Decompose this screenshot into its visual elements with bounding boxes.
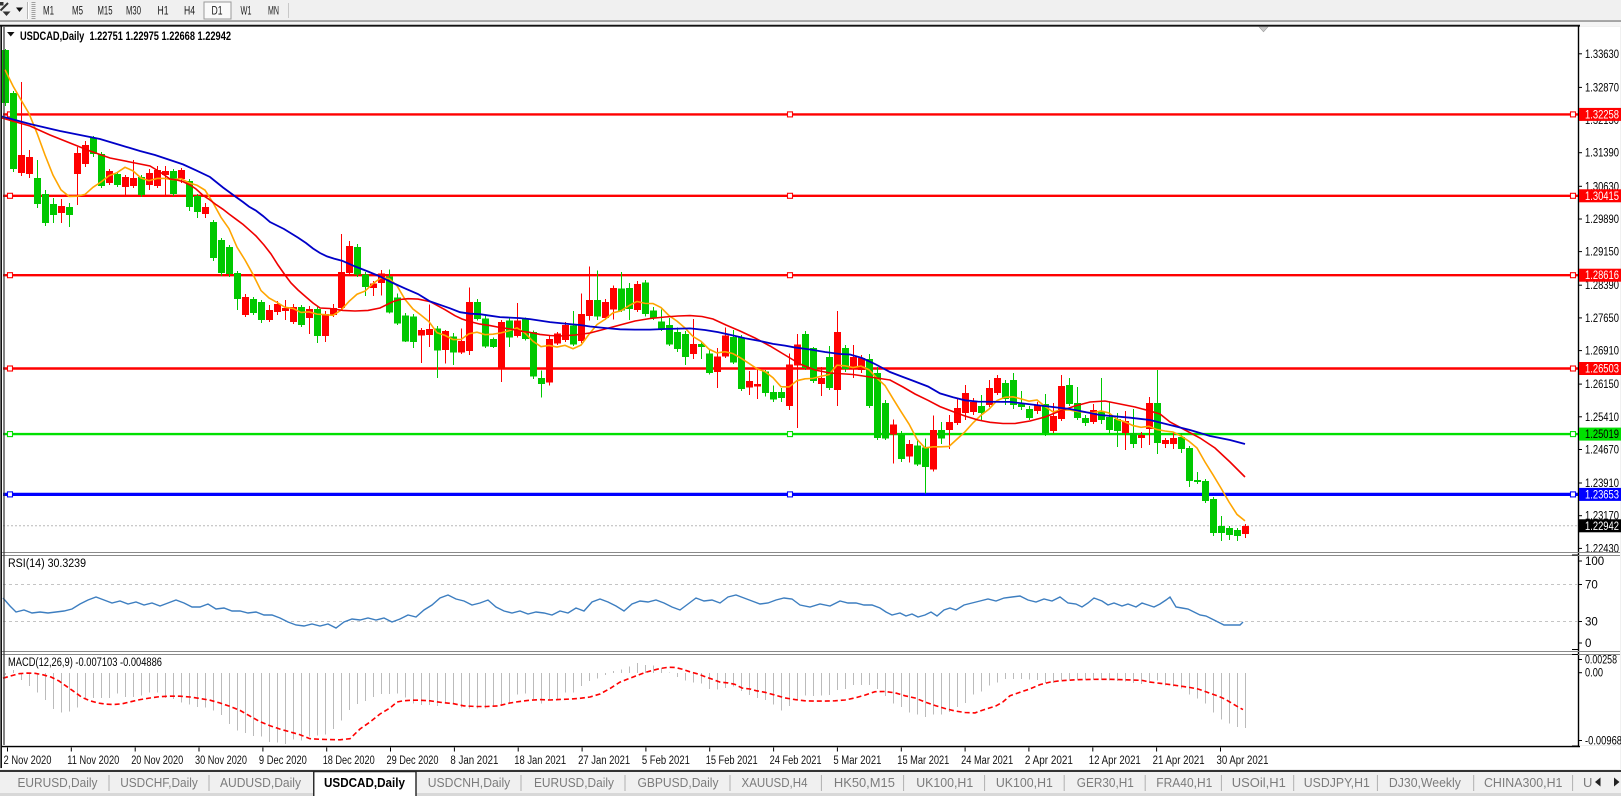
svg-text:USOil,H1: USOil,H1 xyxy=(1232,775,1286,790)
svg-text:1.28616: 1.28616 xyxy=(1585,270,1619,282)
svg-text:U: U xyxy=(1583,775,1592,790)
svg-text:RSI(14) 30.3239: RSI(14) 30.3239 xyxy=(8,558,86,570)
svg-text:30 Apr 2021: 30 Apr 2021 xyxy=(1217,755,1269,767)
svg-text:5 Mar 2021: 5 Mar 2021 xyxy=(833,755,881,767)
svg-text:-0.00968: -0.00968 xyxy=(1585,736,1621,748)
svg-text:EURUSD,Daily: EURUSD,Daily xyxy=(18,775,98,790)
svg-text:1.26910: 1.26910 xyxy=(1585,346,1619,358)
svg-text:15 Mar 2021: 15 Mar 2021 xyxy=(897,755,949,767)
svg-text:D1: D1 xyxy=(212,6,223,18)
svg-text:AUDUSD,Daily: AUDUSD,Daily xyxy=(220,775,301,790)
svg-text:M1: M1 xyxy=(43,6,54,18)
svg-text:MN: MN xyxy=(268,6,279,18)
svg-text:1.32258: 1.32258 xyxy=(1585,109,1619,121)
svg-text:GER30,H1: GER30,H1 xyxy=(1077,775,1134,790)
svg-text:24 Feb 2021: 24 Feb 2021 xyxy=(770,755,822,767)
svg-text:1.26503: 1.26503 xyxy=(1585,364,1619,376)
svg-text:1.23910: 1.23910 xyxy=(1585,478,1619,490)
svg-text:1.30415: 1.30415 xyxy=(1585,191,1619,203)
svg-text:USDCNH,Daily: USDCNH,Daily xyxy=(428,775,511,790)
svg-text:1.25410: 1.25410 xyxy=(1585,412,1619,424)
svg-text:H4: H4 xyxy=(184,6,195,18)
svg-text:HK50,M15: HK50,M15 xyxy=(834,775,895,790)
svg-text:0.00258: 0.00258 xyxy=(1585,655,1617,667)
svg-text:18 Dec 2020: 18 Dec 2020 xyxy=(323,755,375,767)
svg-text:1.22430: 1.22430 xyxy=(1585,543,1619,555)
svg-text:W1: W1 xyxy=(241,6,252,18)
svg-text:1.31390: 1.31390 xyxy=(1585,148,1619,160)
svg-text:0.00: 0.00 xyxy=(1585,668,1603,680)
svg-text:USDCHF,Daily: USDCHF,Daily xyxy=(120,775,198,790)
svg-text:EURUSD,Daily: EURUSD,Daily xyxy=(534,775,614,790)
svg-text:70: 70 xyxy=(1585,580,1598,592)
svg-text:30: 30 xyxy=(1585,617,1598,629)
svg-text:H1: H1 xyxy=(158,6,169,18)
svg-text:20 Nov 2020: 20 Nov 2020 xyxy=(131,755,183,767)
svg-text:2 Apr 2021: 2 Apr 2021 xyxy=(1025,755,1073,767)
svg-text:USDCAD,Daily: USDCAD,Daily xyxy=(324,775,406,790)
svg-text:1.25019: 1.25019 xyxy=(1585,429,1619,441)
svg-text:XAUUSD,H4: XAUUSD,H4 xyxy=(742,775,808,790)
svg-text:1.29890: 1.29890 xyxy=(1585,214,1619,226)
svg-text:M15: M15 xyxy=(98,6,113,18)
svg-text:1.29150: 1.29150 xyxy=(1585,247,1619,259)
svg-text:CHINA300,H1: CHINA300,H1 xyxy=(1484,775,1563,790)
svg-text:UK100,H1: UK100,H1 xyxy=(916,775,973,790)
svg-text:0: 0 xyxy=(1585,638,1591,650)
svg-text:11 Nov 2020: 11 Nov 2020 xyxy=(67,755,119,767)
svg-text:1.33630: 1.33630 xyxy=(1585,49,1619,61)
svg-text:MACD(12,26,9) -0.007103 -0.004: MACD(12,26,9) -0.007103 -0.004886 xyxy=(8,657,162,669)
svg-text:15 Feb 2021: 15 Feb 2021 xyxy=(706,755,758,767)
svg-text:30 Nov 2020: 30 Nov 2020 xyxy=(195,755,247,767)
svg-text:8 Jan 2021: 8 Jan 2021 xyxy=(450,755,498,767)
svg-text:24 Mar 2021: 24 Mar 2021 xyxy=(961,755,1013,767)
svg-text:1.27650: 1.27650 xyxy=(1585,313,1619,325)
svg-text:USDJPY,H1: USDJPY,H1 xyxy=(1304,775,1370,790)
svg-text:21 Apr 2021: 21 Apr 2021 xyxy=(1153,755,1205,767)
svg-text:M5: M5 xyxy=(72,6,83,18)
svg-text:29 Dec 2020: 29 Dec 2020 xyxy=(387,755,439,767)
svg-text:12 Apr 2021: 12 Apr 2021 xyxy=(1089,755,1141,767)
svg-text:100: 100 xyxy=(1585,556,1604,568)
svg-text:1.22942: 1.22942 xyxy=(1585,521,1619,533)
svg-text:1.23653: 1.23653 xyxy=(1585,489,1619,501)
svg-text:FRA40,H1: FRA40,H1 xyxy=(1156,775,1212,790)
svg-text:1.32870: 1.32870 xyxy=(1585,82,1619,94)
svg-text:1.26150: 1.26150 xyxy=(1585,379,1619,391)
svg-text:27 Jan 2021: 27 Jan 2021 xyxy=(578,755,630,767)
svg-text:18 Jan 2021: 18 Jan 2021 xyxy=(514,755,566,767)
svg-text:1.24670: 1.24670 xyxy=(1585,445,1619,457)
svg-text:5 Feb 2021: 5 Feb 2021 xyxy=(642,755,690,767)
svg-text:DJ30,Weekly: DJ30,Weekly xyxy=(1389,775,1461,790)
svg-text:GBPUSD,Daily: GBPUSD,Daily xyxy=(638,775,719,790)
svg-text:UK100,H1: UK100,H1 xyxy=(996,775,1053,790)
svg-text:9 Dec 2020: 9 Dec 2020 xyxy=(259,755,307,767)
svg-text:1.28390: 1.28390 xyxy=(1585,280,1619,292)
svg-text:M30: M30 xyxy=(126,6,141,18)
svg-text:USDCAD,Daily 1.22751 1.22975: USDCAD,Daily 1.22751 1.22975 1.22668 1.2… xyxy=(20,29,231,43)
svg-text:2 Nov 2020: 2 Nov 2020 xyxy=(4,755,52,767)
